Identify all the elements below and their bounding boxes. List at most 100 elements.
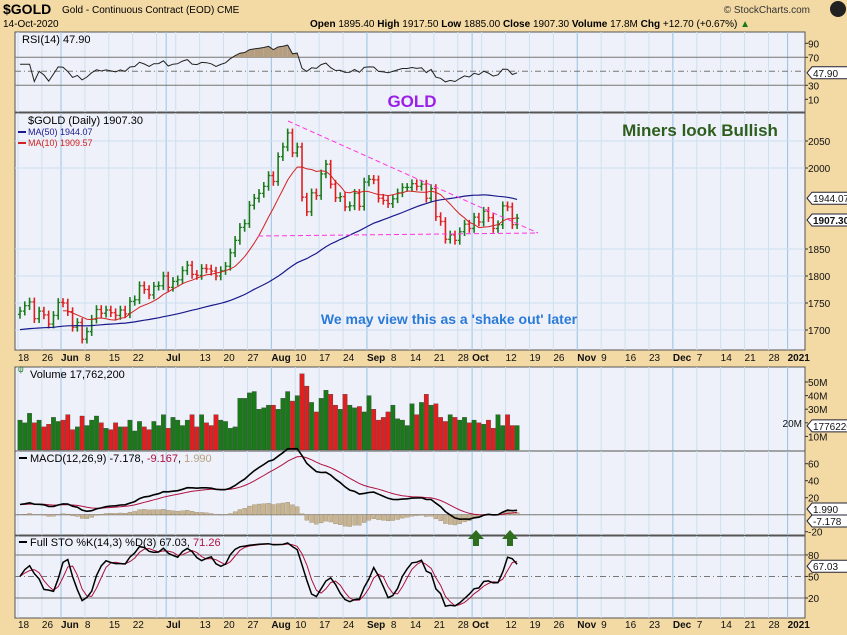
trendline-lower [257, 232, 539, 237]
x-tick-label: Nov [577, 620, 596, 631]
rsi-overbought-fill [239, 52, 245, 58]
volume-bar [161, 414, 166, 451]
rsi-title: RSI(14) 47.90 [22, 34, 90, 46]
sto-value-label-box [806, 559, 847, 573]
volume-bar [452, 417, 458, 451]
macd-histogram-bar [94, 514, 99, 516]
x-tick-label: Nov [577, 353, 596, 364]
macd-histogram-bar [156, 509, 161, 515]
macd-hist-value-label: 1.990 [813, 505, 838, 516]
macd-histogram-bar [118, 512, 123, 515]
price-tick-label: 2050 [808, 137, 831, 148]
x-tick-label: 19 [529, 620, 541, 631]
sto-tick-label: 20 [808, 594, 820, 605]
macd-histogram-bar [127, 511, 133, 515]
sto-title: Full STO %K(14,3) %D(3) 67.03, 71.26 [30, 537, 221, 549]
macd-histogram-bar [328, 514, 333, 523]
volume-bar [170, 417, 176, 451]
volume-bar [433, 403, 439, 451]
volume-bar [175, 419, 181, 451]
macd-title: MACD(12,26,9) -7.178, -9.167, 1.990 [30, 453, 212, 465]
open-label: Open [310, 19, 336, 30]
volume-bar [299, 373, 305, 451]
x-tick-label: 20 [224, 353, 236, 364]
volume-bar [65, 414, 71, 451]
volume-bar [314, 411, 319, 451]
rsi-overbought-fill [278, 46, 283, 58]
sto-k-line [19, 542, 518, 608]
x-tick-label: 2021 [788, 620, 811, 631]
macd-histogram-bar [108, 513, 113, 515]
macd-histogram-bar [438, 514, 443, 521]
volume-bar [270, 404, 276, 451]
volume-bar [337, 409, 343, 451]
volume-bar [352, 407, 357, 451]
volume-bar [486, 419, 491, 451]
volume-bar [462, 417, 467, 451]
macd-tick-label: 20 [808, 494, 820, 505]
macd-histogram-bar [285, 502, 290, 515]
volume-bar [132, 430, 138, 451]
x-tick-label: 16 [625, 620, 637, 631]
ohlc-summary: Open 1895.40 High 1917.50 Low 1885.00 Cl… [310, 19, 750, 30]
volume-bar [490, 428, 496, 451]
macd-histogram-bar [419, 514, 424, 516]
macd-histogram-bar [79, 514, 85, 519]
x-tick-label: Sep [367, 353, 385, 364]
ma10-legend: MA(10) 1909.57 [28, 138, 93, 148]
last-price-label-box [806, 213, 847, 227]
macd-histogram-bar [338, 514, 343, 525]
volume-bar [323, 390, 329, 451]
price-tick-label: 1800 [808, 272, 831, 283]
macd-histogram-bar [290, 504, 295, 515]
volume-bar [55, 421, 61, 451]
volume-bar [428, 404, 434, 451]
volume-bar [357, 406, 362, 451]
x-tick-label: 17 [319, 620, 331, 631]
volume-bar [304, 385, 310, 451]
macd-histogram-bar [132, 511, 137, 515]
volume-bar [342, 394, 348, 451]
volume-bar [98, 422, 104, 451]
volume-bar [419, 402, 424, 451]
volume-bar [476, 422, 482, 451]
macd-histogram-bar [27, 513, 32, 515]
scroll-right-icon[interactable] [830, 1, 846, 17]
macd-histogram-bar [376, 514, 381, 520]
x-tick-label: 9 [601, 353, 607, 364]
rsi-overbought-fill [259, 47, 264, 58]
rsi-overbought-fill [263, 46, 269, 58]
volume-bar [199, 414, 204, 451]
macd-histogram-bar [275, 503, 281, 515]
volume-bar [423, 394, 429, 451]
macd-histogram-bar [428, 514, 434, 517]
volume-bar [218, 419, 224, 451]
volume-bar [443, 421, 448, 451]
volume-bar [395, 418, 400, 451]
macd-histogram-bar [309, 514, 314, 523]
macd-histogram-bar [280, 502, 286, 515]
macd-tick-label: 40 [808, 477, 820, 488]
volume-bar [46, 424, 52, 451]
x-tick-label: Jun [61, 353, 79, 364]
x-tick-label: 26 [553, 620, 565, 631]
x-tick-label: 10 [295, 353, 307, 364]
macd-histogram-bar [84, 514, 90, 519]
volume-bar [223, 421, 228, 451]
volume-bar [79, 415, 85, 451]
macd-histogram-bar [113, 513, 118, 515]
x-tick-label: 8 [391, 620, 397, 631]
volume-bar [471, 419, 477, 451]
volume-bar [51, 417, 56, 451]
volume-bar [247, 392, 252, 451]
volume-bar [184, 419, 190, 451]
volume-bar [108, 429, 114, 451]
x-tick-label: 22 [133, 353, 145, 364]
volume-bar [31, 422, 37, 451]
macd-histogram-bar [199, 512, 204, 515]
brand[interactable]: © StockCharts.com [724, 5, 810, 16]
macd-histogram-bar [295, 506, 300, 515]
macd-histogram-bar [103, 513, 109, 515]
volume-bar [70, 429, 75, 451]
x-tick-label: 24 [343, 620, 355, 631]
